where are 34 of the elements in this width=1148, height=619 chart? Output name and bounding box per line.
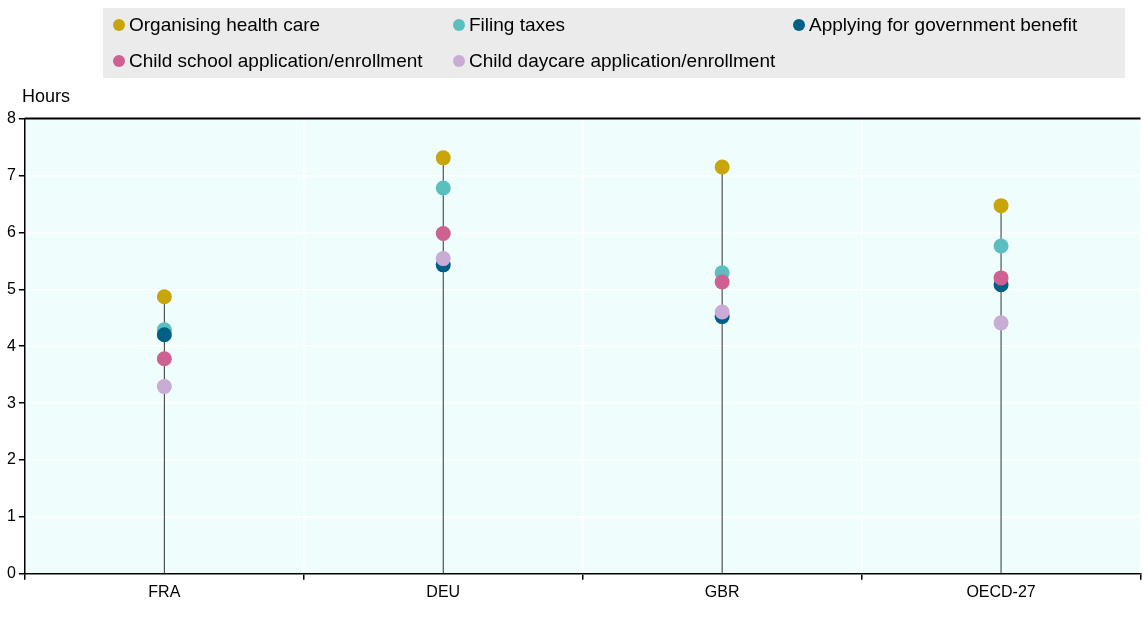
legend-label: Organising health care <box>129 14 321 36</box>
y-tick-label: 0 <box>6 564 16 582</box>
point <box>156 351 172 367</box>
point <box>435 150 451 166</box>
y-tick-label: 3 <box>6 393 16 411</box>
point <box>435 226 451 242</box>
x-tick-label: GBR <box>704 582 740 600</box>
y-tick-label: 1 <box>6 507 16 525</box>
point <box>435 251 451 267</box>
point <box>156 327 172 343</box>
legend-label: Applying for government benefit <box>809 14 1078 36</box>
point <box>435 180 451 196</box>
y-tick-label: 4 <box>6 336 16 354</box>
point <box>156 379 172 395</box>
point <box>156 289 172 305</box>
legend-label: Child school application/enrollment <box>129 50 423 72</box>
point <box>714 274 730 290</box>
y-axis-title: Hours <box>22 86 71 106</box>
y-tick-label: 2 <box>6 450 16 468</box>
y-tick-label: 5 <box>6 279 16 297</box>
point <box>993 270 1009 286</box>
point <box>993 315 1009 331</box>
y-tick-label: 7 <box>6 165 16 183</box>
point <box>993 238 1009 254</box>
y-tick-label: 8 <box>6 109 16 127</box>
x-tick-label: DEU <box>426 582 461 600</box>
point <box>714 159 730 175</box>
y-tick-label: 6 <box>6 222 16 240</box>
point <box>714 304 730 320</box>
point <box>993 198 1009 214</box>
x-tick-label: FRA <box>148 582 181 600</box>
x-tick-label: OECD-27 <box>966 582 1036 600</box>
legend-label: Filing taxes <box>469 14 566 36</box>
legend-label: Child daycare application/enrollment <box>469 50 776 72</box>
